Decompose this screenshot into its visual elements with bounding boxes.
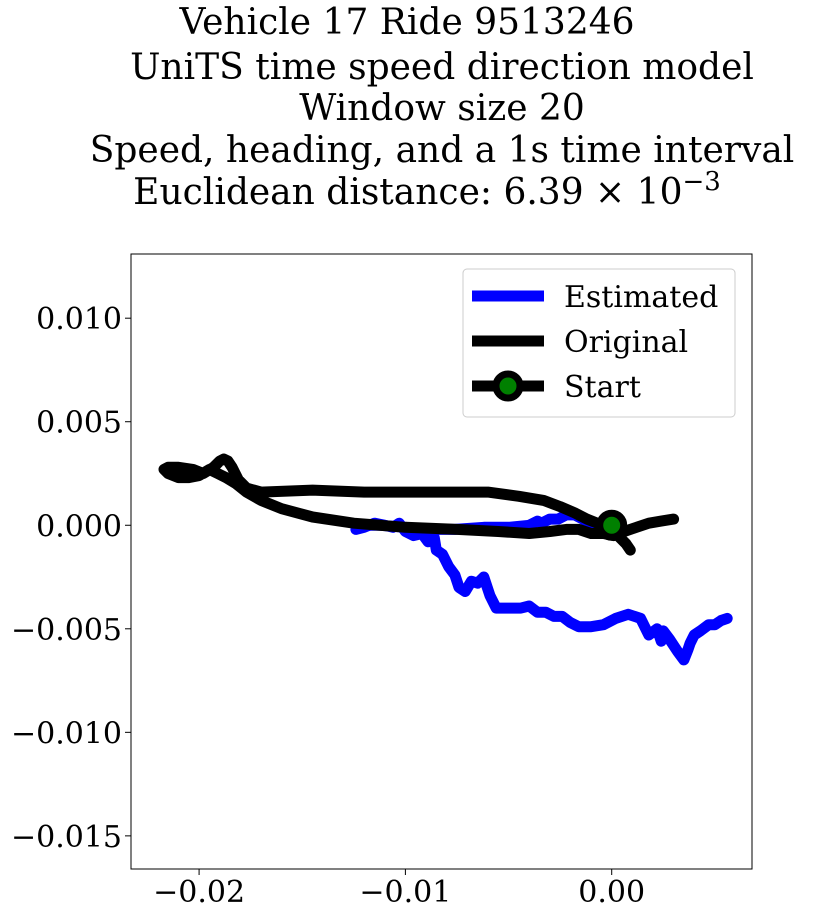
legend: Estimated Original Start	[462, 268, 736, 418]
y-tick-label-5: −0.015	[11, 820, 122, 855]
legend-label-estimated: Estimated	[564, 280, 718, 315]
title-distance-text: Euclidean distance: 6.39 × 10	[133, 172, 682, 213]
plot-frame	[130, 253, 753, 870]
start-point-marker	[596, 509, 628, 541]
x-tick-label-0: −0.02	[153, 875, 245, 910]
title-line-5: Euclidean distance: 6.39 × 10−3	[133, 167, 721, 213]
y-tick-label-3: −0.005	[11, 613, 122, 648]
title-line-1: Vehicle 17 Ride 9513246	[178, 2, 634, 43]
y-tick-label-2: 0.000	[36, 509, 122, 544]
legend-box	[462, 268, 736, 418]
legend-label-start: Start	[564, 370, 641, 405]
x-tick-label-1: −0.01	[359, 875, 451, 910]
chart-title: Vehicle 17 Ride 9513246 UniTS time speed…	[90, 2, 795, 213]
title-exponent: −3	[682, 167, 720, 197]
plot-area	[158, 453, 733, 666]
title-line-2: UniTS time speed direction model	[130, 47, 754, 88]
title-line-3: Window size 20	[299, 88, 585, 129]
x-tick-label-2: 0.00	[578, 875, 645, 910]
legend-marker-start	[492, 370, 524, 402]
series-line-estimated-0	[350, 517, 733, 666]
title-line-4: Speed, heading, and a 1s time interval	[90, 130, 795, 171]
legend-label-original: Original	[564, 325, 688, 360]
y-tick-label-1: 0.005	[36, 406, 122, 441]
y-tick-label-4: −0.010	[11, 716, 122, 751]
series-line-original-2	[158, 453, 680, 556]
axis-ticks: −0.02 −0.01 0.00 0.010 0.005 0.000 −0.005 −0.01…	[11, 302, 645, 910]
y-tick-label-0: 0.010	[36, 302, 122, 337]
